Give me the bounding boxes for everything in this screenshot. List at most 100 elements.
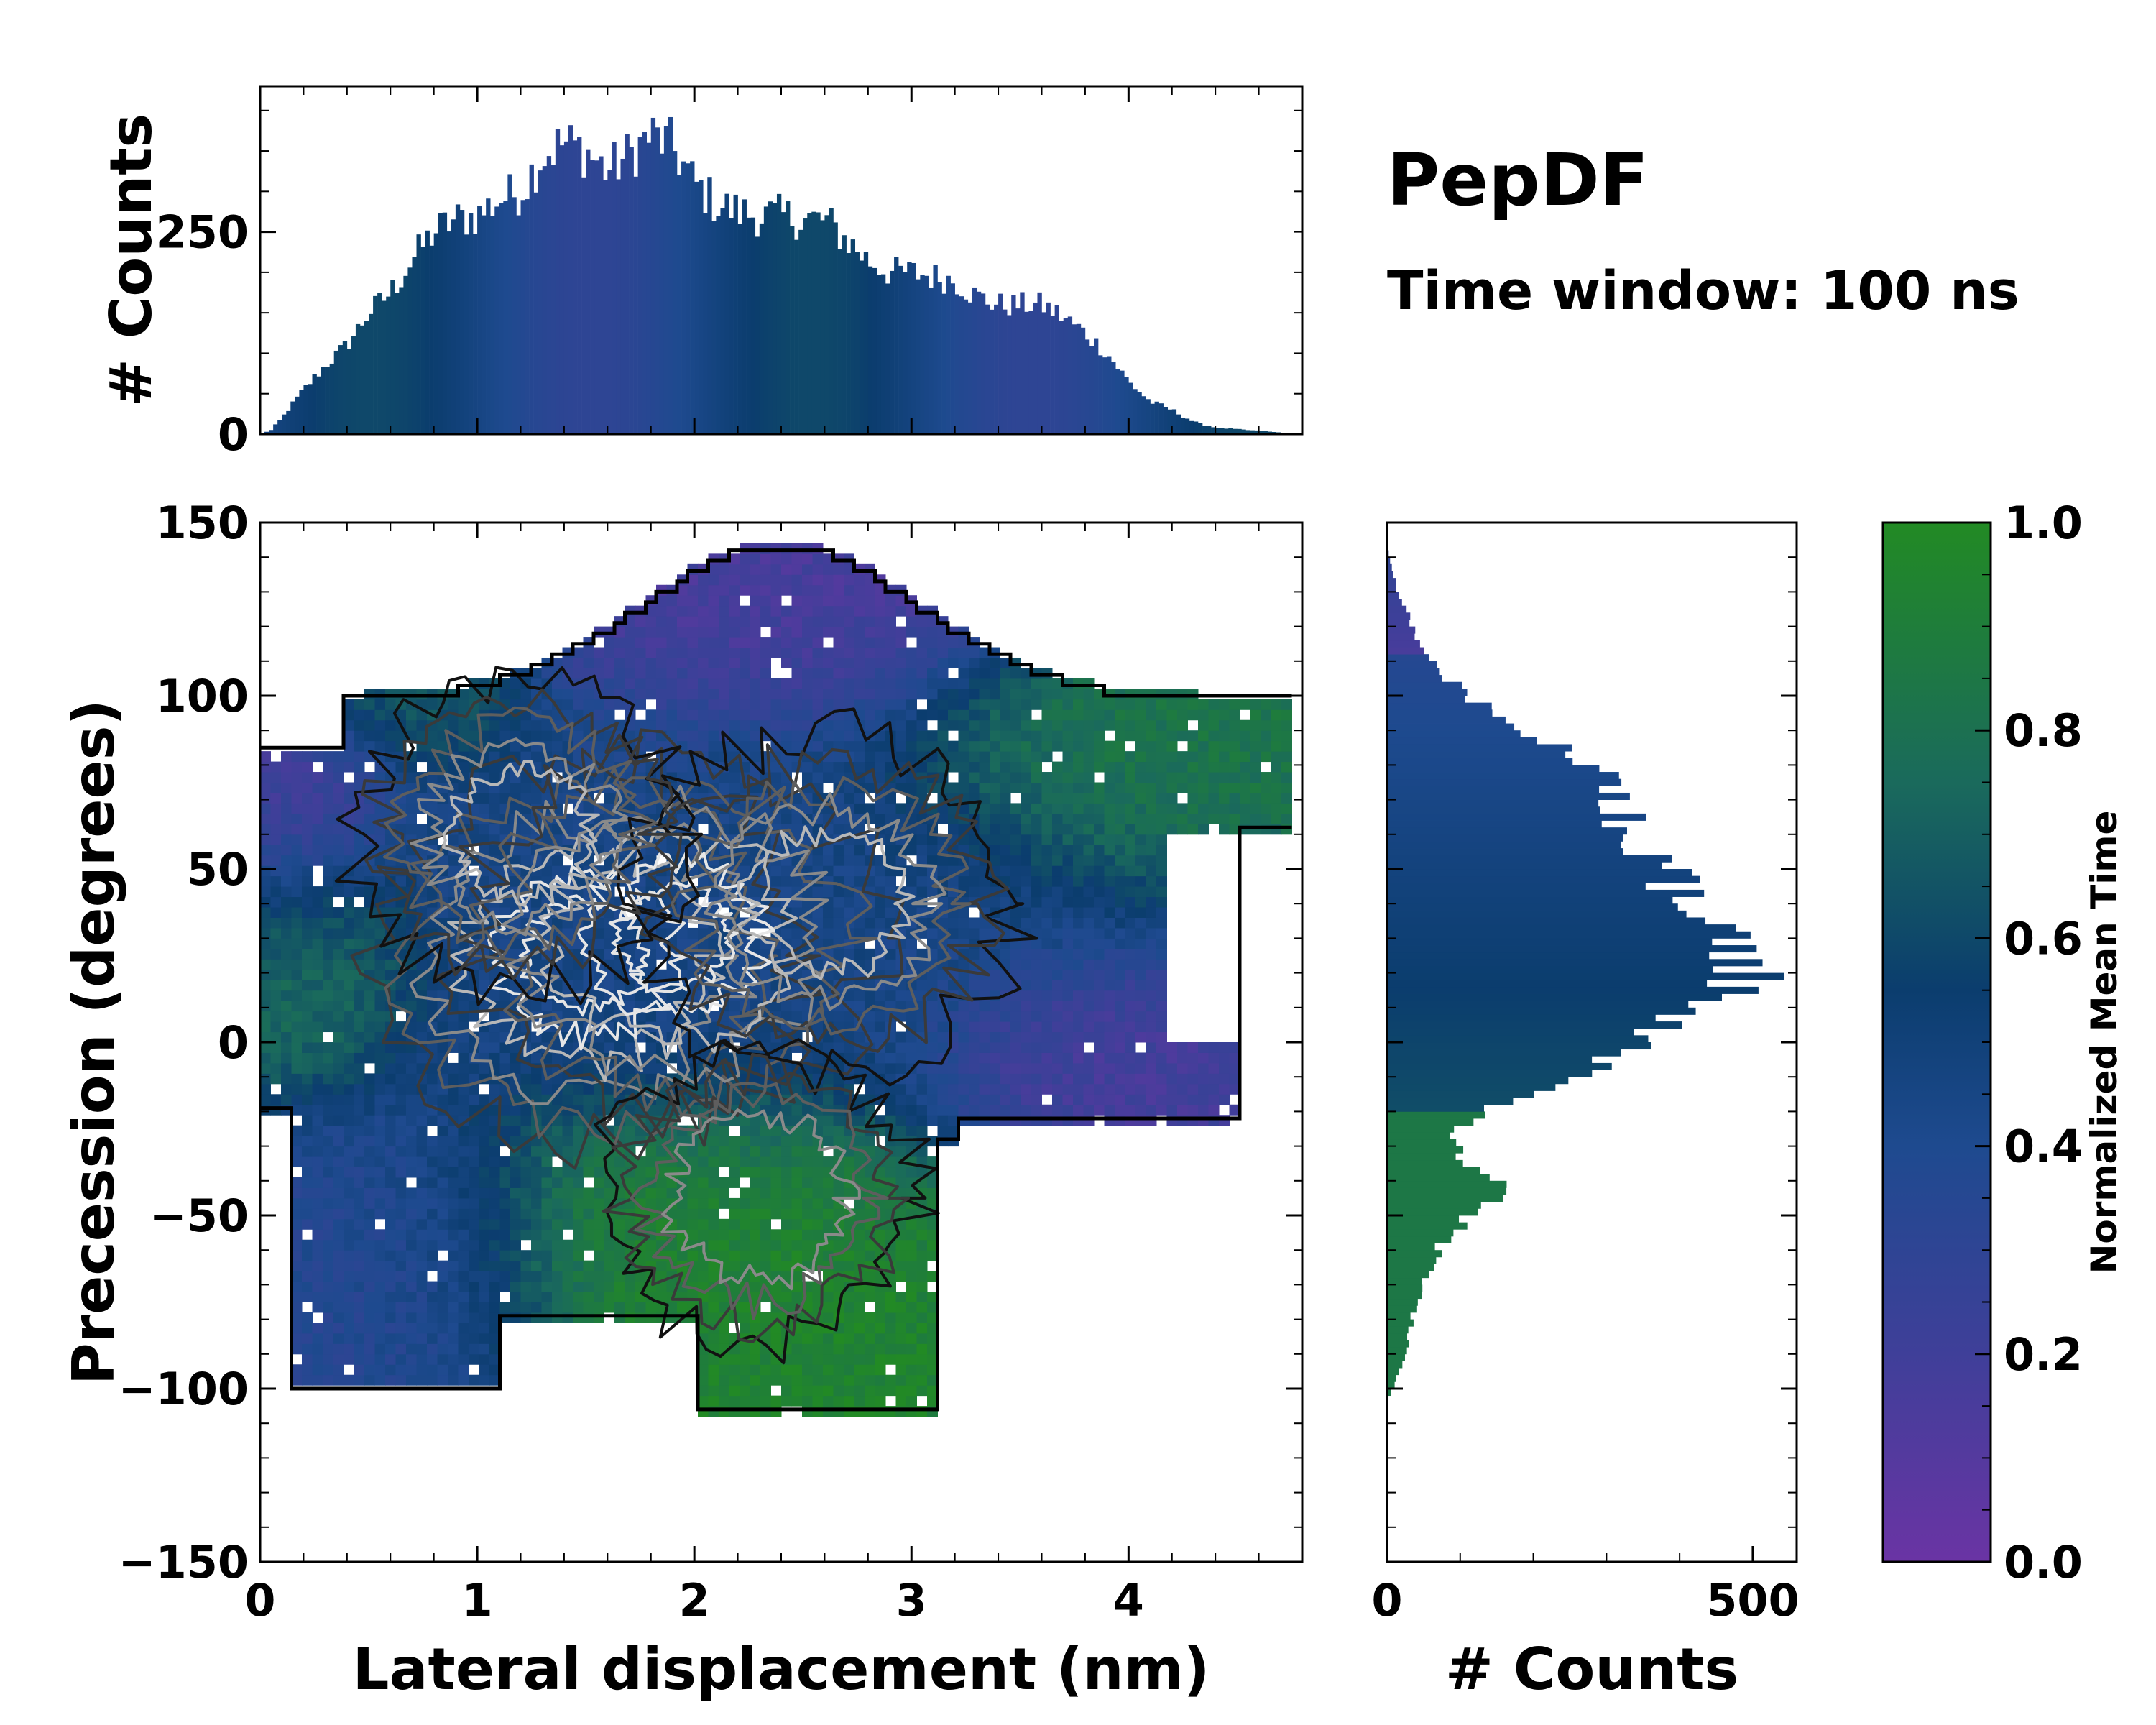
heatmap-cell bbox=[760, 1385, 771, 1397]
heatmap-cell bbox=[312, 1052, 323, 1064]
heatmap-cell bbox=[333, 907, 344, 918]
heatmap-cell bbox=[270, 990, 282, 1001]
heatmap-cell bbox=[916, 948, 928, 960]
heatmap-cell bbox=[458, 1292, 469, 1302]
heatmap-cell bbox=[802, 668, 813, 679]
heatmap-cell bbox=[291, 1083, 303, 1095]
heatmap-cell bbox=[645, 1011, 657, 1022]
heatmap-cell bbox=[969, 865, 980, 877]
heatmap-cell bbox=[541, 1218, 553, 1230]
heatmap-cell bbox=[906, 1239, 917, 1251]
top-histogram-bar bbox=[1258, 431, 1263, 434]
heatmap-cell bbox=[906, 1364, 917, 1376]
heatmap-cell bbox=[865, 709, 875, 721]
heatmap-cell bbox=[385, 1292, 396, 1302]
heatmap-cell bbox=[385, 1115, 396, 1126]
heatmap-cell bbox=[344, 1177, 354, 1188]
heatmap-cell bbox=[312, 959, 323, 970]
heatmap-cell bbox=[740, 865, 750, 877]
heatmap-cell bbox=[895, 1177, 907, 1188]
heatmap-cell bbox=[344, 1271, 354, 1282]
heatmap-cell bbox=[427, 730, 438, 742]
heatmap-cell bbox=[979, 719, 990, 731]
heatmap-cell bbox=[625, 678, 636, 689]
heatmap-cell bbox=[844, 1302, 854, 1313]
heatmap-cell bbox=[302, 1073, 313, 1085]
heatmap-cell bbox=[895, 751, 907, 763]
heatmap-cell bbox=[541, 1156, 553, 1168]
heatmap-cell bbox=[406, 1156, 417, 1168]
heatmap-cell bbox=[750, 616, 761, 627]
heatmap-cell bbox=[406, 761, 417, 773]
heatmap-cell bbox=[374, 1271, 386, 1282]
heatmap-cell bbox=[656, 689, 667, 700]
heatmap-cell bbox=[729, 1260, 740, 1271]
heatmap-cell bbox=[520, 1177, 532, 1188]
heatmap-cell bbox=[823, 855, 834, 866]
heatmap-cell bbox=[260, 1000, 271, 1012]
heatmap-cell bbox=[385, 959, 396, 970]
heatmap-cell bbox=[781, 1374, 792, 1386]
heatmap-cell bbox=[927, 1083, 938, 1095]
heatmap-cell bbox=[844, 626, 854, 638]
top-histogram-bar bbox=[586, 150, 591, 434]
heatmap-cell bbox=[958, 1062, 969, 1074]
heatmap-cell bbox=[823, 626, 834, 638]
heatmap-cell bbox=[604, 927, 615, 939]
heatmap-cell bbox=[865, 1208, 875, 1220]
top-histogram-bar bbox=[1220, 428, 1225, 434]
heatmap-cell bbox=[895, 595, 907, 607]
heatmap-cell bbox=[791, 1292, 803, 1302]
heatmap-cell bbox=[906, 1333, 917, 1344]
heatmap-cell bbox=[781, 574, 792, 586]
heatmap-cell bbox=[354, 1031, 365, 1043]
heatmap-cell bbox=[719, 564, 729, 575]
heatmap-cell bbox=[823, 761, 834, 773]
heatmap-cell bbox=[895, 637, 907, 648]
heatmap-cell bbox=[906, 709, 917, 721]
heatmap-cell bbox=[520, 1250, 532, 1261]
heatmap-cell bbox=[791, 1364, 803, 1376]
heatmap-cell bbox=[354, 865, 365, 877]
heatmap-cell bbox=[260, 1073, 271, 1085]
heatmap-cell bbox=[416, 1322, 428, 1334]
heatmap-cell bbox=[969, 1115, 980, 1126]
heatmap-cell bbox=[740, 637, 750, 648]
heatmap-cell bbox=[875, 917, 886, 929]
heatmap-cell bbox=[885, 709, 896, 721]
heatmap-cell bbox=[791, 1136, 803, 1147]
heatmap-cell bbox=[854, 855, 865, 866]
heatmap-cell bbox=[645, 678, 657, 689]
heatmap-cell bbox=[395, 1187, 407, 1199]
heatmap-cell bbox=[729, 553, 740, 565]
heatmap-cell bbox=[666, 616, 678, 627]
heatmap-cell bbox=[645, 740, 657, 752]
heatmap-cell bbox=[374, 709, 386, 721]
top-histogram-bar bbox=[929, 287, 934, 434]
heatmap-cell bbox=[875, 1083, 886, 1095]
heatmap-cell bbox=[729, 751, 740, 763]
heatmap-cell bbox=[520, 1083, 532, 1095]
heatmap-cell bbox=[844, 1385, 854, 1397]
heatmap-cell bbox=[499, 1177, 511, 1188]
heatmap-cell bbox=[854, 584, 865, 596]
heatmap-cell bbox=[833, 1239, 844, 1251]
heatmap-cell bbox=[791, 1218, 803, 1230]
heatmap-cell bbox=[760, 553, 771, 565]
heatmap-cell bbox=[344, 1312, 354, 1323]
heatmap-cell bbox=[385, 1062, 396, 1074]
heatmap-cell bbox=[427, 699, 438, 710]
top-histogram-bar bbox=[724, 193, 729, 434]
heatmap-cell bbox=[645, 792, 657, 804]
heatmap-cell bbox=[364, 1302, 375, 1313]
heatmap-cell bbox=[875, 1312, 886, 1323]
heatmap-cell bbox=[312, 1167, 323, 1178]
heatmap-cell bbox=[750, 605, 761, 617]
top-histogram-bar bbox=[820, 220, 825, 434]
heatmap-cell bbox=[281, 1021, 292, 1033]
heatmap-cell bbox=[583, 699, 594, 710]
heatmap-cell bbox=[750, 845, 761, 856]
heatmap-cell bbox=[698, 1197, 709, 1209]
heatmap-cell bbox=[979, 980, 990, 991]
heatmap-cell bbox=[448, 1167, 459, 1178]
